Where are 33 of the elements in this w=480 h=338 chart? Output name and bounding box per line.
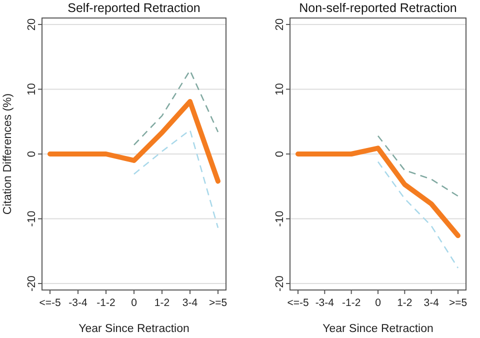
x-tick-label: <=-5 <box>39 297 61 309</box>
y-tick-label: 10 <box>26 83 38 96</box>
y-tick-label: 20 <box>26 18 38 31</box>
y-tick-label: -20 <box>274 276 286 292</box>
x-axis-title: Year Since Retraction <box>322 323 434 335</box>
x-tick-label: 3-4 <box>424 297 440 309</box>
x-tick-label: 0 <box>131 297 138 309</box>
line-series <box>133 70 219 146</box>
x-tick-label: -3-4 <box>68 297 88 309</box>
x-tick-label: 1-2 <box>154 297 170 309</box>
y-tick-label: 10 <box>274 83 286 96</box>
y-tick-label: 20 <box>274 18 286 31</box>
y-axis-title: Citation Differences (%) <box>2 93 14 215</box>
x-tick-label: 1-2 <box>397 297 412 309</box>
x-tick-label: >=5 <box>448 297 468 309</box>
y-tick-label: -10 <box>274 210 286 227</box>
chart-title: Self-reported Retraction <box>68 1 200 15</box>
x-tick-label: 0 <box>375 297 382 309</box>
x-tick-label: 3-4 <box>182 297 198 309</box>
line-series <box>133 129 219 228</box>
y-tick-label: -20 <box>26 276 38 292</box>
y-tick-label: -10 <box>26 210 38 227</box>
x-tick-label: <=-5 <box>287 297 309 309</box>
y-tick-label: 0 <box>26 150 38 158</box>
line-series <box>377 161 459 269</box>
chart-title: Non-self-reported Retraction <box>299 1 457 15</box>
line-series <box>377 135 459 197</box>
x-tick-label: -3-4 <box>315 297 334 309</box>
x-tick-label: -1-2 <box>342 297 361 309</box>
y-tick-label: 0 <box>274 150 286 158</box>
x-axis-title: Year Since Retraction <box>78 323 190 335</box>
x-tick-label: -1-2 <box>96 297 116 309</box>
x-tick-label: >=5 <box>208 297 228 309</box>
